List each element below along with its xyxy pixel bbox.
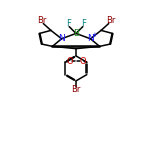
Text: O: O	[79, 57, 86, 66]
Text: F: F	[66, 19, 71, 28]
Text: B: B	[73, 29, 79, 38]
Text: N: N	[87, 34, 94, 43]
Text: O: O	[66, 57, 73, 66]
Text: Br: Br	[106, 16, 115, 25]
Text: Br: Br	[37, 16, 46, 25]
Text: F: F	[81, 19, 86, 28]
Text: +: +	[92, 32, 98, 38]
Text: Br: Br	[71, 85, 81, 94]
Text: N: N	[58, 34, 65, 43]
Text: ⁻: ⁻	[79, 28, 82, 34]
